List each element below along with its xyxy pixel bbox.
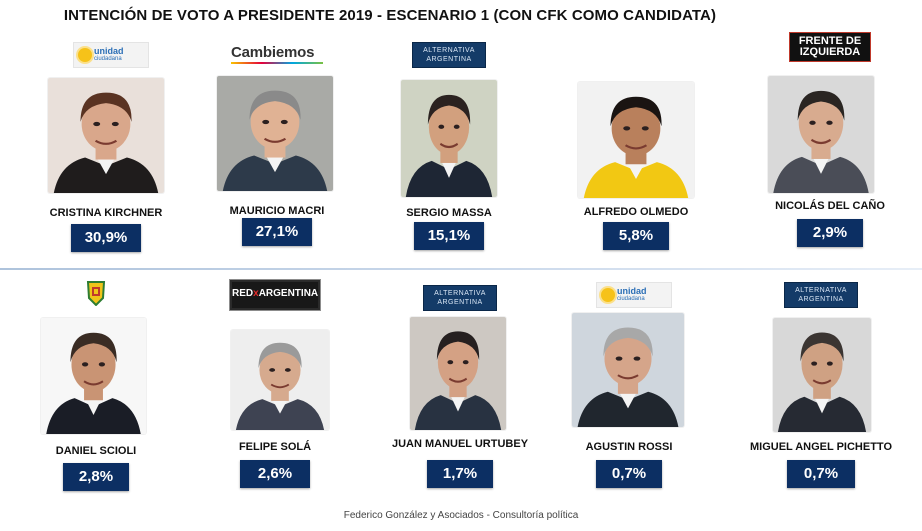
candidate-photo — [217, 76, 333, 191]
vote-percentage: 1,7% — [427, 460, 493, 488]
candidate-photo — [578, 82, 694, 198]
vote-percentage: 0,7% — [596, 460, 662, 488]
vote-percentage: 5,8% — [603, 222, 669, 250]
logo-text: unidad — [617, 286, 647, 296]
unidad-ciudadana-logo: unidad ciudadana — [596, 282, 672, 308]
alternativa-argentina-logo: ALTERNATIVA ARGENTINA — [412, 42, 486, 68]
frente-izquierda-logo: FRENTE DE IZQUIERDA — [789, 32, 871, 62]
pj-shield-icon — [85, 280, 107, 306]
candidate-name: AGUSTIN ROSSI — [585, 441, 673, 453]
logo-text: FRENTE DE — [798, 35, 862, 47]
vote-percentage: 0,7% — [787, 460, 855, 488]
red-argentina-logo: REDxARGENTINA — [230, 280, 320, 310]
logo-subtext: ARGENTINA — [798, 296, 844, 303]
candidate-name: MAURICIO MACRI — [229, 205, 325, 217]
logo-stripe — [231, 62, 323, 64]
vote-percentage: 27,1% — [242, 218, 312, 246]
vote-percentage: 2,6% — [240, 460, 310, 488]
logo-subtext: ARGENTINA — [437, 299, 483, 306]
chart-title: INTENCIÓN DE VOTO A PRESIDENTE 2019 - ES… — [63, 7, 717, 24]
sun-icon — [78, 48, 92, 62]
candidate-photo — [41, 318, 146, 434]
logo-text: ALTERNATIVA — [795, 287, 847, 294]
cambiemos-logo: Cambiemos — [231, 44, 323, 64]
logo-text: ALTERNATIVA — [434, 290, 486, 297]
candidate-photo — [48, 78, 164, 193]
candidate-photo — [401, 80, 497, 197]
candidate-name: DANIEL SCIOLI — [55, 445, 137, 457]
logo-subtext: ciudadana — [617, 296, 645, 302]
logo-subtext: ciudadana — [94, 56, 122, 62]
candidate-photo — [231, 330, 329, 430]
alternativa-argentina-logo: ALTERNATIVA ARGENTINA — [784, 282, 858, 308]
candidate-name: ALFREDO OLMEDO — [583, 206, 689, 218]
candidate-name: MIGUEL ANGEL PICHETTO — [750, 441, 892, 453]
candidate-name: SERGIO MASSA — [406, 207, 492, 219]
candidate-photo — [410, 317, 506, 430]
vote-percentage: 2,8% — [63, 463, 129, 491]
candidate-name: FELIPE SOLÁ — [238, 441, 312, 453]
candidate-name: CRISTINA KIRCHNER — [49, 207, 163, 219]
vote-percentage: 30,9% — [71, 224, 141, 252]
unidad-ciudadana-logo: unidad ciudadana — [73, 42, 149, 68]
logo-text: ALTERNATIVA — [423, 47, 475, 54]
candidate-photo — [572, 313, 684, 427]
row-divider — [0, 268, 922, 270]
candidate-photo — [773, 318, 871, 432]
logo-subtext: IZQUIERDA — [799, 46, 861, 58]
footer-credit: Federico González y Asociados - Consulto… — [343, 510, 579, 521]
sun-icon — [601, 288, 615, 302]
alternativa-argentina-logo: ALTERNATIVA ARGENTINA — [423, 285, 497, 311]
candidate-name: JUAN MANUEL URTUBEY — [391, 438, 529, 450]
logo-text: Cambiemos — [231, 44, 315, 61]
logo-subtext: ARGENTINA — [426, 56, 472, 63]
vote-percentage: 2,9% — [797, 219, 863, 247]
candidate-name: NICOLÁS DEL CAÑO — [775, 200, 885, 212]
logo-text: unidad — [94, 46, 124, 56]
vote-percentage: 15,1% — [414, 222, 484, 250]
candidate-photo — [768, 76, 874, 193]
